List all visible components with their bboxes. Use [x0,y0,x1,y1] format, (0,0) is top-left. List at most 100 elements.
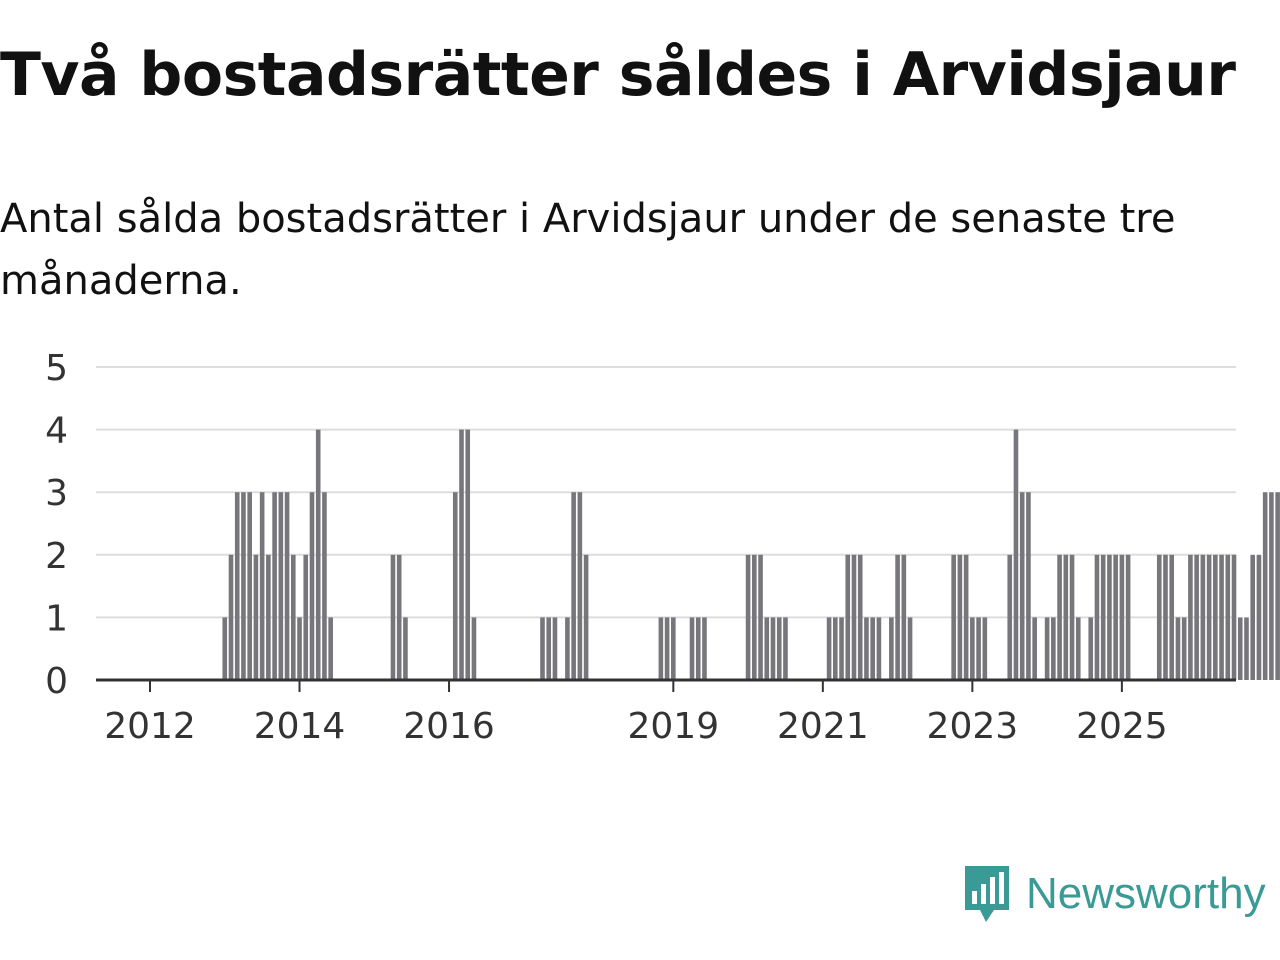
bar [396,554,402,680]
bar [851,554,857,680]
y-tick-label: 4 [45,411,68,452]
bar [290,554,296,680]
bar [864,617,869,680]
bar [309,492,315,680]
bar [1163,554,1168,680]
bar [1094,554,1100,680]
x-tick-label: 2014 [254,706,346,747]
bar [982,617,988,680]
bar [1256,554,1262,680]
bar-chart: 01234520122014201620192021202320252 [45,348,1280,747]
bar [1237,617,1243,680]
bar [303,554,309,680]
bar [1026,492,1031,680]
bar [247,492,252,680]
bar [1244,617,1249,680]
bar [228,554,234,680]
bar [826,617,832,680]
bar [901,554,907,680]
bar [1063,554,1069,680]
bar [1019,492,1025,680]
bar [1225,554,1231,680]
bar [1100,554,1106,680]
bar [895,554,900,680]
bar [695,617,701,680]
x-tick-label: 2025 [1076,706,1168,747]
bar [870,617,875,680]
bar [783,617,788,680]
bar [390,554,396,680]
x-tick-label: 2016 [403,706,495,747]
bar [222,617,228,680]
bar [976,617,981,680]
bar [758,554,763,680]
bar [845,554,851,680]
y-tick-label: 2 [45,536,68,577]
bar [234,492,240,680]
bar [752,554,757,680]
bar [1194,554,1199,680]
y-tick-label: 0 [45,661,68,702]
chart-subtitle: Antal sålda bostadsrätter i Arvidsjaur u… [0,196,1176,304]
bar [1262,492,1268,680]
bar [1219,554,1224,680]
bar [1119,554,1125,680]
bar [577,492,583,680]
bar [459,429,464,680]
bar [1044,617,1050,680]
bar [1057,554,1062,680]
bar [1169,554,1175,680]
bar [571,492,576,680]
bar [745,554,751,680]
bar [465,429,471,680]
bar [764,617,770,680]
bar [963,554,969,680]
bar [328,617,333,680]
x-tick-label: 2019 [628,706,720,747]
bar [540,617,545,680]
bar [1013,429,1019,680]
x-tick-label: 2023 [927,706,1019,747]
bar [1206,554,1212,680]
y-tick-label: 5 [45,348,68,389]
bar [546,617,552,680]
bar [1007,554,1013,680]
bar [322,492,327,680]
bar [1069,554,1075,680]
bar [284,492,290,680]
bar [272,492,277,680]
bar [1107,554,1112,680]
bar [253,554,259,680]
bar [1188,554,1193,680]
y-tick-label: 1 [45,598,68,639]
bar [1113,554,1118,680]
bar [857,554,863,680]
bar [1181,617,1187,680]
bar [452,492,458,680]
bar [658,617,664,680]
bar [259,492,265,680]
bar [1275,492,1280,680]
bar [1051,617,1056,680]
x-tick-label: 2012 [104,706,196,747]
bar [297,617,302,680]
newsworthy-logo-icon [965,866,1009,922]
bar [403,617,408,680]
bar [1269,492,1274,680]
bar [241,492,246,680]
chart-title: Två bostadsrätter såldes i Arvidsjaur [0,40,1236,110]
bar [565,617,570,680]
bar [970,617,975,680]
bar [889,617,894,680]
bar [776,617,782,680]
bar [702,617,707,680]
bar [957,554,963,680]
bar [1200,554,1206,680]
bar [1088,617,1094,680]
bar [471,617,477,680]
bar [1213,554,1218,680]
bar [839,617,844,680]
bar [833,617,838,680]
bar [951,554,956,680]
brand-logo: Newsworthy [962,864,1266,924]
